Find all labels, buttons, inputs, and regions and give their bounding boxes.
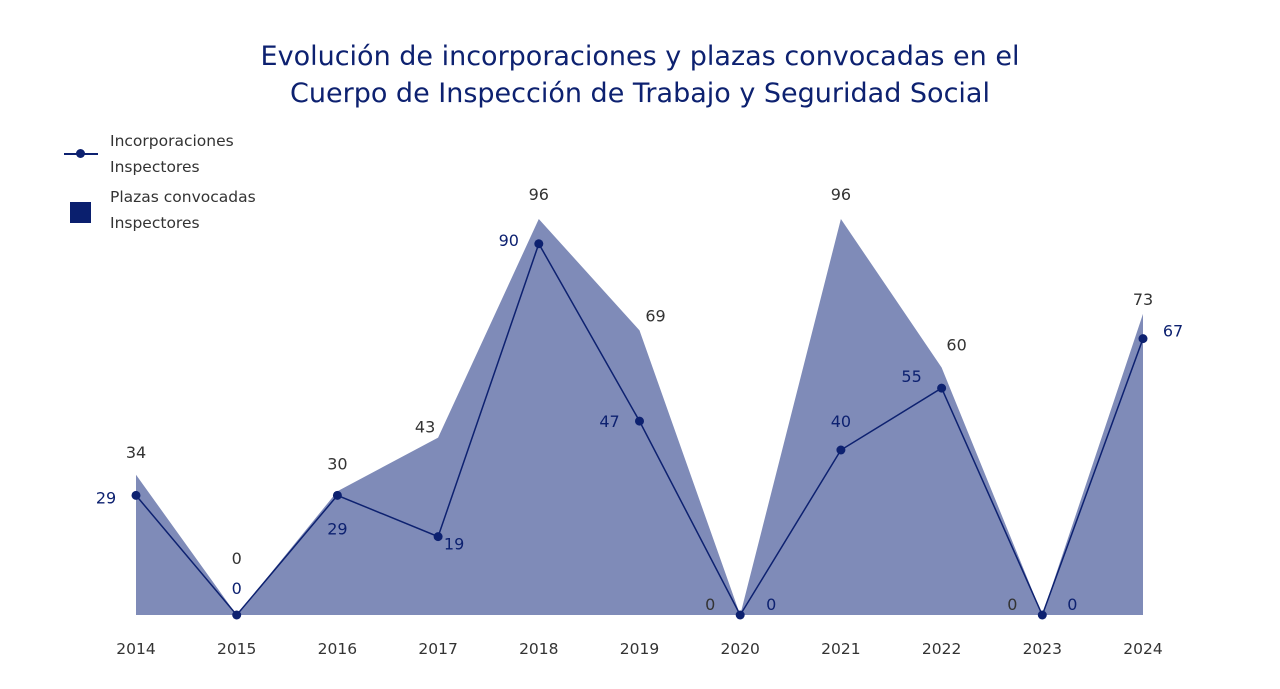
legend-label: Inspectores bbox=[110, 214, 200, 232]
legend-label: Inspectores bbox=[110, 158, 200, 176]
data-label-incorporaciones: 29 bbox=[96, 488, 116, 507]
x-tick-label: 2015 bbox=[217, 640, 256, 658]
data-label-plazas: 43 bbox=[415, 418, 435, 437]
data-label-incorporaciones: 90 bbox=[499, 231, 519, 250]
point-incorporaciones bbox=[332, 490, 342, 500]
x-tick-label: 2020 bbox=[720, 640, 759, 658]
legend: Incorporaciones Inspectores Plazas convo… bbox=[60, 128, 256, 240]
point-incorporaciones bbox=[131, 490, 141, 500]
data-label-incorporaciones: 19 bbox=[444, 535, 464, 554]
data-label-plazas: 96 bbox=[529, 185, 549, 204]
point-incorporaciones bbox=[433, 532, 443, 542]
point-incorporaciones bbox=[937, 383, 947, 393]
x-tick-label: 2016 bbox=[318, 640, 357, 658]
point-incorporaciones bbox=[735, 610, 745, 620]
point-incorporaciones bbox=[232, 610, 242, 620]
data-label-incorporaciones: 0 bbox=[1067, 595, 1077, 614]
point-incorporaciones bbox=[534, 239, 544, 249]
data-label-incorporaciones: 40 bbox=[831, 412, 851, 431]
x-tick-label: 2024 bbox=[1123, 640, 1162, 658]
x-tick-label: 2018 bbox=[519, 640, 558, 658]
data-label-incorporaciones: 55 bbox=[901, 367, 921, 386]
legend-dot-marker bbox=[76, 149, 85, 158]
data-label-incorporaciones: 67 bbox=[1163, 322, 1183, 341]
point-incorporaciones bbox=[1138, 334, 1148, 344]
legend-item-plazas: Plazas convocadas Inspectores bbox=[60, 184, 256, 236]
data-label-plazas: 69 bbox=[645, 306, 665, 325]
data-label-plazas: 60 bbox=[946, 336, 966, 355]
data-label-plazas: 0 bbox=[1007, 595, 1017, 614]
data-label-plazas: 96 bbox=[831, 185, 851, 204]
legend-label: Plazas convocadas bbox=[110, 188, 256, 206]
title-line-2: Cuerpo de Inspección de Trabajo y Seguri… bbox=[290, 78, 990, 109]
x-tick-label: 2019 bbox=[620, 640, 659, 658]
x-tick-label: 2021 bbox=[821, 640, 860, 658]
x-tick-label: 2022 bbox=[922, 640, 961, 658]
x-tick-label: 2023 bbox=[1023, 640, 1062, 658]
data-label-incorporaciones: 47 bbox=[599, 412, 619, 431]
point-incorporaciones bbox=[1037, 610, 1047, 620]
x-tick-label: 2014 bbox=[116, 640, 155, 658]
chart-title: Evolución de incorporaciones y plazas co… bbox=[0, 38, 1280, 112]
data-label-plazas: 0 bbox=[705, 595, 715, 614]
data-label-plazas: 0 bbox=[232, 549, 242, 568]
point-incorporaciones bbox=[836, 445, 846, 455]
data-label-plazas: 34 bbox=[126, 443, 146, 462]
point-incorporaciones bbox=[635, 416, 644, 426]
data-label-plazas: 73 bbox=[1133, 290, 1153, 309]
legend-label: Incorporaciones bbox=[110, 132, 234, 150]
data-label-incorporaciones: 0 bbox=[766, 595, 776, 614]
legend-item-incorporaciones: Incorporaciones Inspectores bbox=[60, 128, 256, 180]
data-label-plazas: 30 bbox=[327, 454, 347, 473]
title-line-1: Evolución de incorporaciones y plazas co… bbox=[260, 41, 1020, 72]
x-tick-label: 2017 bbox=[418, 640, 457, 658]
data-label-incorporaciones: 0 bbox=[232, 579, 242, 598]
legend-square-marker bbox=[70, 202, 91, 223]
data-label-incorporaciones: 29 bbox=[327, 519, 347, 538]
